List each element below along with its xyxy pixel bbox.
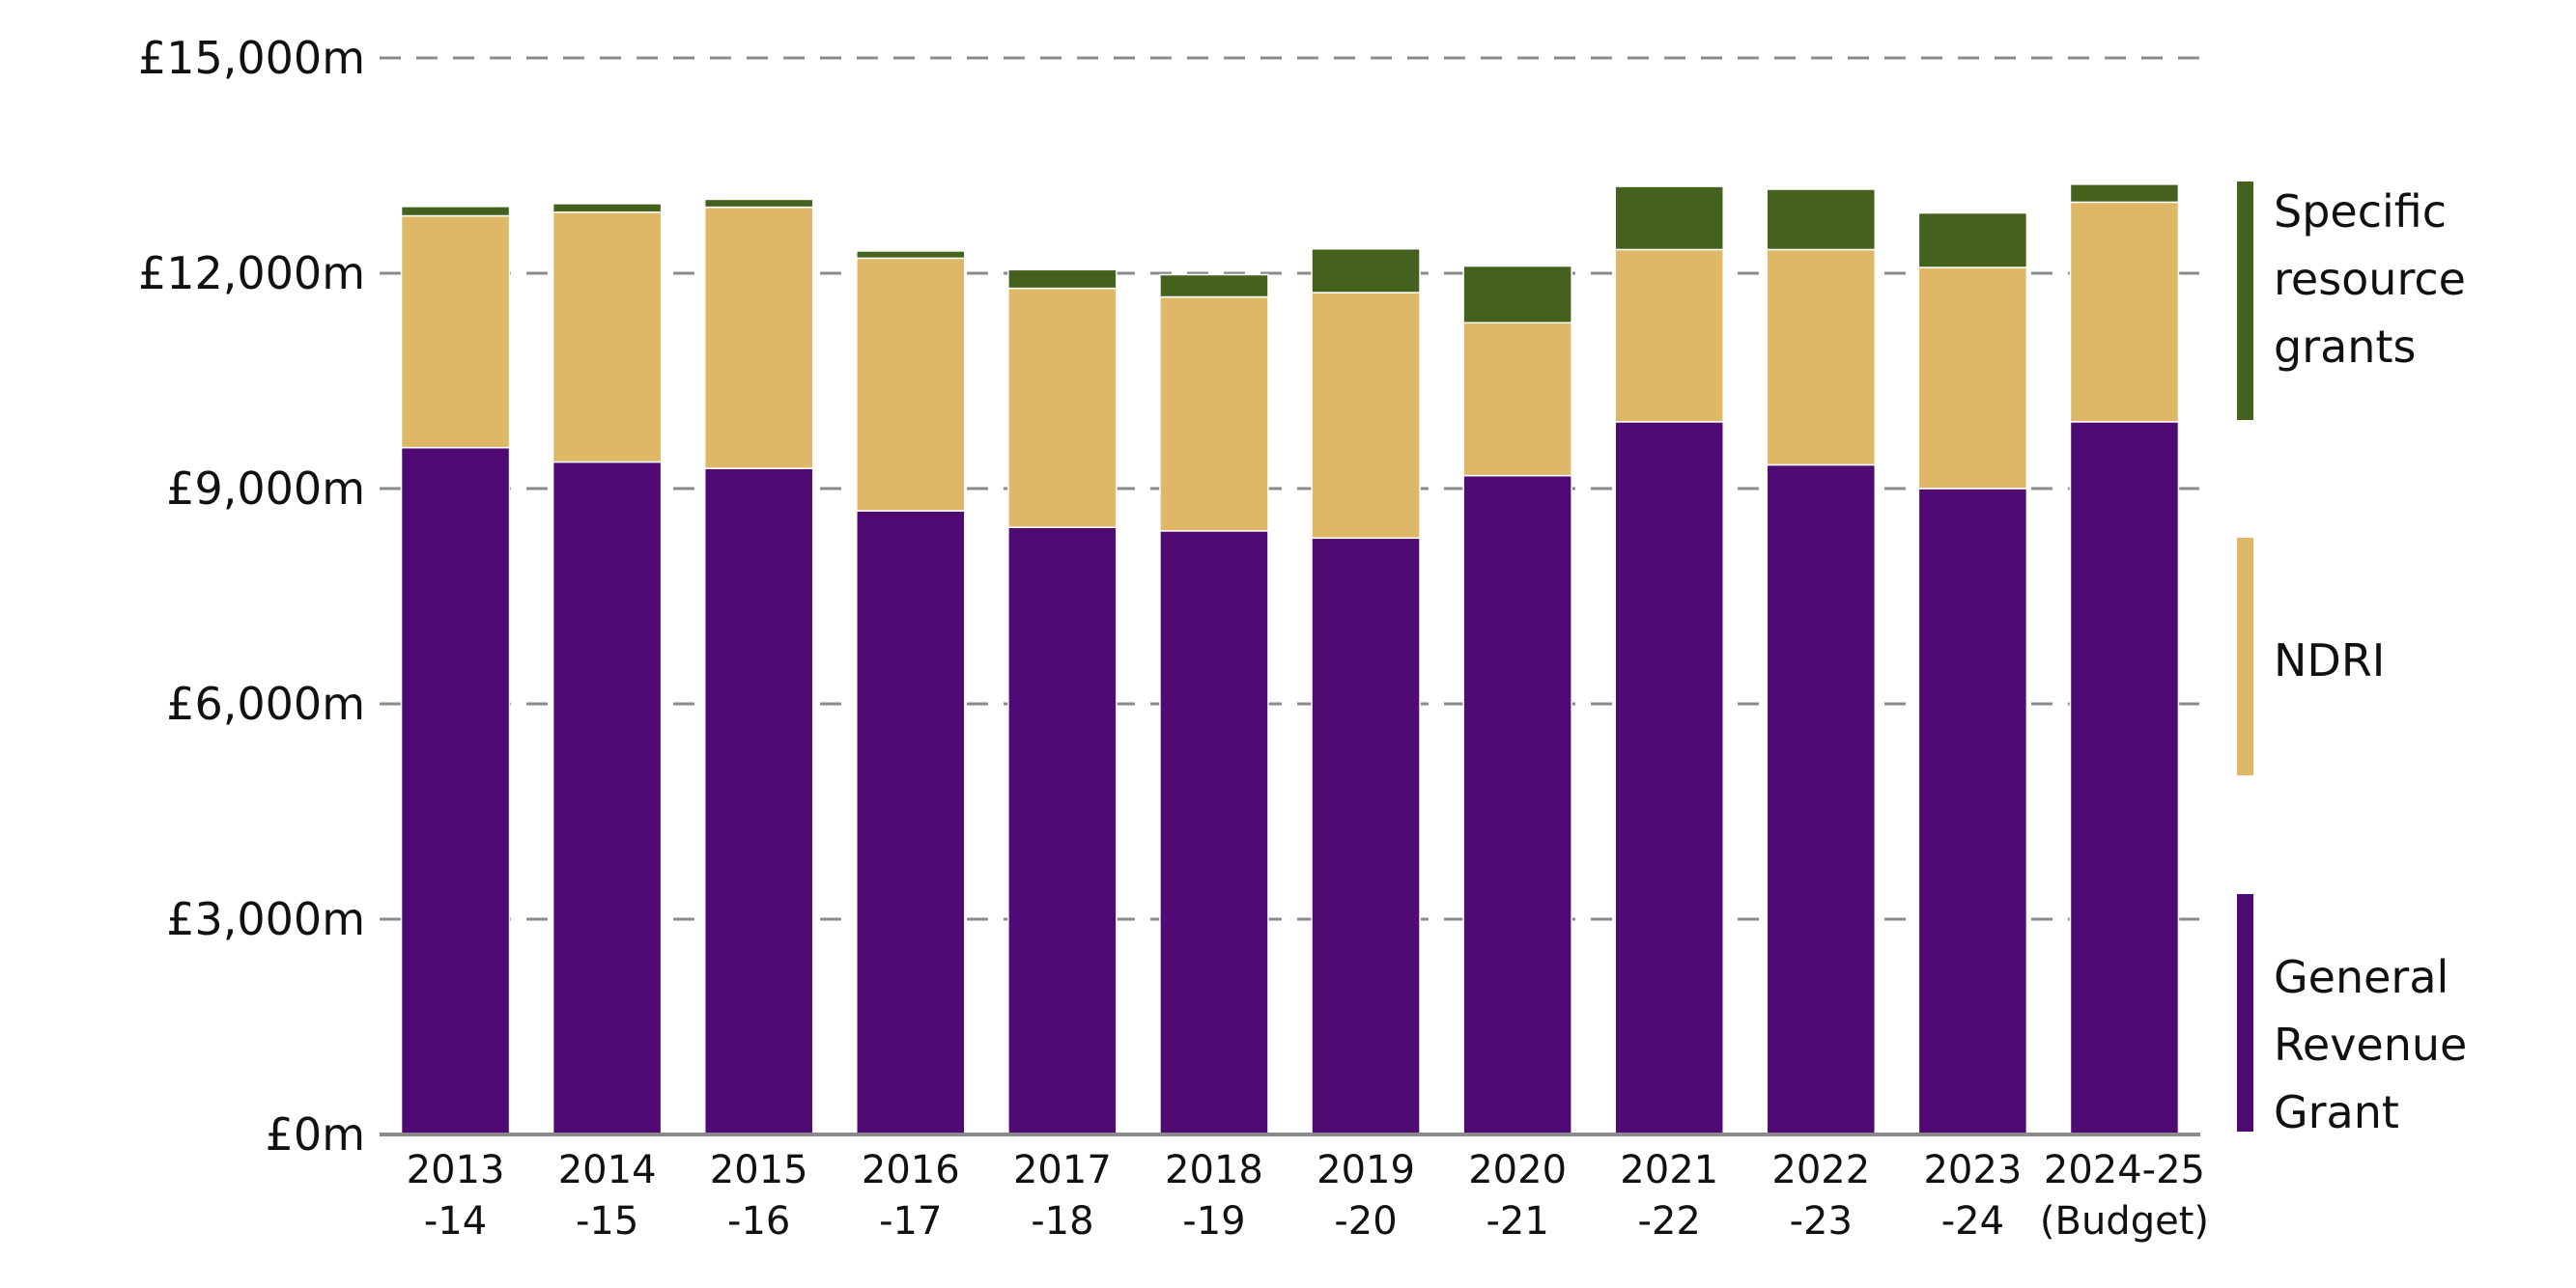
x-tick-label: -23 bbox=[1790, 1199, 1853, 1244]
bar-segment bbox=[1917, 266, 2028, 490]
legend-label: Grant bbox=[2274, 1086, 2399, 1138]
bar-segment bbox=[856, 510, 966, 1135]
bar-segment bbox=[1159, 295, 1269, 532]
x-tick-label: 2017 bbox=[1013, 1148, 1112, 1192]
bar-segment bbox=[552, 211, 663, 463]
bar-segment bbox=[1462, 265, 1572, 324]
bar-segment bbox=[1614, 421, 1724, 1135]
bar-segment bbox=[1462, 322, 1572, 477]
bar-segment bbox=[703, 198, 814, 209]
x-tick-label: (Budget) bbox=[2040, 1199, 2209, 1244]
legend-label: grants bbox=[2274, 321, 2416, 373]
legend-label: resource bbox=[2274, 253, 2466, 305]
bar-segment bbox=[1007, 268, 1118, 290]
bar-segment bbox=[552, 203, 663, 213]
bar-segment bbox=[1159, 273, 1269, 298]
y-tick-label: £6,000m bbox=[166, 678, 365, 730]
x-tick-label: -20 bbox=[1334, 1199, 1397, 1244]
x-tick-label: 2016 bbox=[862, 1148, 960, 1192]
x-tick-label: 2019 bbox=[1316, 1148, 1415, 1192]
x-tick-label: -18 bbox=[1031, 1199, 1093, 1244]
bar-segment bbox=[1159, 530, 1269, 1135]
bar-segment bbox=[1007, 287, 1118, 528]
bar-segment bbox=[1917, 211, 2028, 268]
x-tick-label: 2018 bbox=[1165, 1148, 1263, 1192]
legend: Specific resource grants NDRI General Revenue… bbox=[2237, 182, 2467, 1138]
bar-segment bbox=[552, 461, 663, 1135]
bar-segment bbox=[856, 250, 966, 260]
bar-segment bbox=[400, 206, 511, 217]
bar-segment bbox=[1614, 248, 1724, 423]
x-tick-label: 2023 bbox=[1923, 1148, 2022, 1192]
bar-segment bbox=[2069, 201, 2180, 423]
y-tick-label: £12,000m bbox=[138, 247, 365, 299]
bar-segment bbox=[1311, 247, 1421, 294]
legend-label: Specific bbox=[2274, 185, 2447, 238]
y-tick-label: £0m bbox=[266, 1108, 365, 1161]
legend-label: General bbox=[2274, 951, 2449, 1003]
x-tick-label: -15 bbox=[576, 1199, 638, 1244]
bar-segment bbox=[2069, 183, 2180, 204]
x-tick-label: 2015 bbox=[710, 1148, 808, 1192]
bar-segment bbox=[1917, 488, 2028, 1135]
y-tick-label: £9,000m bbox=[166, 462, 365, 515]
legend-swatch bbox=[2237, 538, 2253, 775]
bar-segment bbox=[1766, 463, 1877, 1135]
gridlines bbox=[380, 56, 2200, 921]
y-tick-label: £15,000m bbox=[138, 32, 365, 84]
bar-segment bbox=[856, 257, 966, 512]
x-tick-label: -24 bbox=[1941, 1199, 2004, 1244]
legend-swatch bbox=[2237, 894, 2253, 1132]
bar-segment bbox=[1311, 292, 1421, 540]
bar-segment bbox=[1007, 526, 1118, 1135]
x-tick-label: -17 bbox=[879, 1199, 942, 1244]
bar-segment bbox=[400, 446, 511, 1135]
bar-segment bbox=[1462, 474, 1572, 1135]
bar-segment bbox=[1766, 248, 1877, 466]
bar-segment bbox=[400, 214, 511, 449]
x-tick-label: 2022 bbox=[1771, 1148, 1870, 1192]
x-tick-label: 2021 bbox=[1620, 1148, 1718, 1192]
x-tick-label: -19 bbox=[1182, 1199, 1245, 1244]
x-tick-label: 2014 bbox=[558, 1148, 657, 1192]
bar-segment bbox=[2069, 421, 2180, 1135]
x-tick-label: 2024-25 bbox=[2044, 1148, 2205, 1192]
bar-segment bbox=[1614, 185, 1724, 251]
y-tick-label: £3,000m bbox=[166, 893, 365, 945]
bar-segment bbox=[1766, 188, 1877, 251]
legend-label: Revenue bbox=[2274, 1019, 2467, 1071]
bar-segment bbox=[703, 467, 814, 1135]
axes: £0m £3,000m £6,000m £9,000m £12,000m £15,000m… bbox=[138, 32, 2209, 1244]
legend-swatch bbox=[2237, 182, 2253, 420]
x-tick-label: -22 bbox=[1638, 1199, 1701, 1244]
x-tick-label: 2013 bbox=[407, 1148, 505, 1192]
x-tick-label: -21 bbox=[1486, 1199, 1548, 1244]
bars bbox=[400, 183, 2180, 1135]
x-tick-label: 2020 bbox=[1468, 1148, 1567, 1192]
bar-segment bbox=[1311, 537, 1421, 1135]
legend-label: NDRI bbox=[2274, 634, 2385, 686]
x-tick-label: -16 bbox=[727, 1199, 790, 1244]
x-tick-label: -14 bbox=[424, 1199, 487, 1244]
bar-segment bbox=[703, 206, 814, 469]
